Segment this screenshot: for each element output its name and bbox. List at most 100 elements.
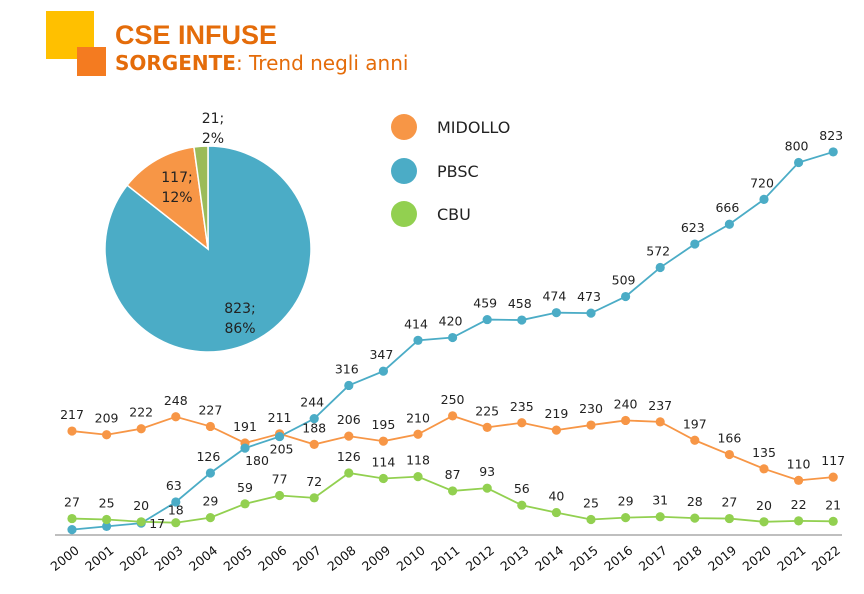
- x-tick-label: 2012: [463, 543, 497, 574]
- data-point-midollo: [102, 430, 112, 440]
- x-tick-label: 2021: [774, 543, 808, 574]
- pie-label-percent-pbsc: 86%: [224, 321, 255, 337]
- data-point-pbsc: [690, 239, 700, 249]
- data-label-pbsc: 420: [439, 314, 463, 329]
- data-label-cbu: 114: [371, 454, 395, 469]
- data-label-pbsc: 458: [508, 296, 532, 311]
- data-point-cbu: [724, 513, 735, 524]
- data-point-midollo: [309, 439, 319, 450]
- data-label-pbsc: 347: [369, 347, 393, 362]
- data-label-cbu: 87: [445, 467, 461, 482]
- data-point-cbu: [344, 468, 354, 478]
- data-point-midollo: [482, 422, 492, 432]
- x-tick-label: 2009: [359, 543, 393, 574]
- data-label-cbu: 126: [337, 449, 361, 464]
- data-label-midollo: 222: [129, 405, 153, 420]
- x-tick-label: 2003: [151, 543, 185, 574]
- x-tick-label: 2008: [324, 543, 358, 574]
- data-label-cbu: 40: [548, 489, 564, 504]
- page-title: CSE INFUSE: [115, 20, 278, 50]
- legend-marker-pbsc: [391, 158, 417, 184]
- data-point-midollo: [551, 425, 562, 435]
- data-point-pbsc: [344, 380, 354, 391]
- data-point-midollo: [690, 435, 700, 445]
- data-label-cbu: 93: [479, 464, 495, 479]
- data-label-midollo: 166: [717, 431, 741, 446]
- x-tick-label: 2016: [601, 543, 635, 574]
- data-label-midollo: 248: [164, 393, 188, 408]
- data-label-cbu: 77: [272, 472, 288, 487]
- data-label-cbu: 18: [168, 503, 184, 518]
- data-label-pbsc: 473: [577, 289, 601, 304]
- data-label-midollo: 117: [821, 453, 845, 468]
- pie-slice-midollo: [126, 146, 209, 251]
- data-label-pbsc: 666: [715, 200, 739, 215]
- data-label-cbu: 20: [133, 498, 149, 513]
- data-point-midollo: [621, 415, 631, 426]
- data-point-cbu: [413, 472, 423, 482]
- data-point-midollo: [448, 411, 458, 421]
- pie-label-percent-midollo: 12%: [161, 190, 192, 206]
- data-label-cbu: 29: [618, 494, 634, 509]
- x-tick-label: 2018: [670, 543, 704, 574]
- data-point-midollo: [759, 464, 769, 474]
- data-point-pbsc: [724, 219, 735, 229]
- x-tick-label: 2014: [532, 543, 566, 574]
- data-point-cbu: [621, 513, 631, 523]
- x-tick-label: 2010: [394, 543, 428, 574]
- data-label-pbsc: 205: [270, 442, 294, 457]
- data-label-pbsc: 474: [542, 289, 566, 304]
- data-point-cbu: [828, 516, 838, 526]
- data-point-midollo: [794, 475, 804, 485]
- logo-square-orange: [77, 47, 106, 76]
- data-label-midollo: 197: [683, 416, 707, 431]
- data-label-midollo: 210: [406, 410, 430, 425]
- data-point-pbsc: [794, 157, 804, 168]
- legend-label-cbu: CBU: [437, 205, 471, 224]
- data-point-midollo: [724, 449, 735, 460]
- data-point-midollo: [67, 426, 77, 436]
- x-axis: 2000 2001 2002 2003 2004 2005 2006 2007 2008 2009…: [48, 534, 843, 574]
- legend-label-pbsc: PBSC: [437, 162, 479, 181]
- data-point-pbsc: [517, 315, 527, 325]
- data-point-midollo: [344, 431, 354, 441]
- data-label-midollo: 235: [510, 399, 534, 414]
- data-point-pbsc: [482, 314, 492, 325]
- x-tick-label: 2000: [48, 543, 82, 574]
- x-tick-label: 2001: [82, 543, 116, 574]
- data-point-cbu: [136, 517, 146, 527]
- x-tick-label: 2004: [186, 543, 220, 574]
- data-point-cbu: [517, 500, 527, 510]
- data-label-cbu: 20: [756, 498, 772, 513]
- data-point-midollo: [205, 421, 215, 432]
- data-point-midollo: [413, 429, 423, 439]
- data-label-pbsc: 244: [300, 395, 324, 410]
- pie-label-value-midollo: 117;: [161, 170, 192, 186]
- data-point-cbu: [240, 499, 250, 509]
- x-tick-label: 2002: [117, 543, 151, 574]
- data-point-pbsc: [448, 332, 458, 343]
- legend-marker-cbu: [391, 201, 417, 227]
- pie-slice-cbu: [193, 145, 209, 250]
- data-label-pbsc: 63: [166, 478, 182, 493]
- data-label-pbsc: 459: [473, 296, 497, 311]
- data-label-midollo: 219: [544, 406, 568, 421]
- data-point-pbsc: [655, 262, 665, 273]
- pie-label-percent-cbu: 2%: [202, 131, 224, 147]
- data-label-pbsc: 623: [681, 220, 705, 235]
- subtitle-bold: SORGENTE: [115, 51, 236, 75]
- data-point-cbu: [690, 513, 700, 523]
- data-label-pbsc: 126: [196, 449, 220, 464]
- data-point-cbu: [309, 493, 319, 503]
- x-tick-label: 2013: [497, 543, 531, 574]
- data-point-cbu: [448, 486, 458, 496]
- data-label-midollo: 230: [579, 401, 603, 416]
- x-tick-label: 2015: [567, 543, 601, 574]
- legend: MIDOLLO PBSC CBU: [391, 114, 510, 227]
- x-tick-label: 2007: [290, 543, 324, 574]
- pie-slice-pbsc: [104, 145, 312, 353]
- data-point-cbu: [102, 514, 112, 525]
- x-tick-label: 2017: [636, 543, 670, 574]
- data-label-pbsc: 509: [612, 273, 636, 288]
